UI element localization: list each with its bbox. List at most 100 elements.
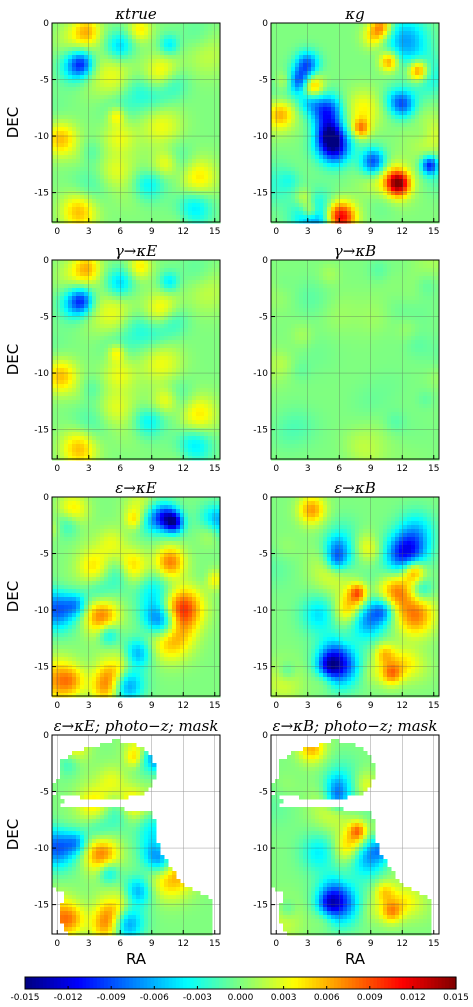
axes-frame (51, 22, 221, 223)
x-tick-label: 9 (149, 464, 155, 474)
x-tick-label: 12 (397, 464, 408, 474)
x-tick-label: 6 (117, 464, 123, 474)
y-tick-label: -10 (34, 606, 49, 616)
colorbar-tick-label: -0.012 (54, 993, 83, 1003)
x-tick-label: 3 (86, 227, 92, 237)
x-tick-label: 0 (273, 464, 279, 474)
y-tick-label: -5 (259, 550, 268, 560)
y-tick-label: -15 (253, 901, 268, 911)
colorbar: -0.015 -0.012 -0.009 -0.006 -0.003 0.000 0.003… (10, 976, 469, 1003)
colorbar-tick-label: -0.009 (97, 993, 126, 1003)
y-axis-label: DEC (4, 107, 22, 139)
x-tick-label: 15 (428, 701, 439, 711)
x-tick-label: 9 (149, 227, 155, 237)
colorbar-tick-label: 0.015 (443, 993, 469, 1003)
y-tick-label: -10 (34, 844, 49, 854)
y-tick-label: -5 (259, 76, 268, 86)
x-tick-label: 9 (368, 939, 374, 949)
axes-frame (270, 259, 440, 460)
x-axis-label: RA (345, 950, 366, 968)
panel-title: ε→κB (334, 479, 375, 497)
x-tick-label: 6 (336, 227, 342, 237)
x-tick-label: 15 (428, 227, 439, 237)
map-panel-1: 0 3 6 9 12 15 0 -5 -10 -15 κtrue DEC (4, 5, 221, 237)
grid-lines (52, 259, 220, 459)
y-axis-label: DEC (4, 581, 22, 613)
colorbar-tick-label: -0.006 (140, 993, 169, 1003)
y-tick-label: -10 (253, 132, 268, 142)
panel-title: κg (344, 5, 364, 23)
y-tick-label: 0 (43, 256, 49, 266)
x-tick-label: 0 (54, 939, 60, 949)
x-tick-label: 3 (86, 701, 92, 711)
x-tick-label: 12 (178, 939, 189, 949)
heatmap-cells (52, 260, 221, 461)
x-tick-label: 3 (86, 464, 92, 474)
y-tick-label: -15 (34, 663, 49, 673)
panel-title: γ→κE (115, 242, 157, 260)
panel-title: ε→κE (115, 479, 156, 497)
x-tick-label: 15 (209, 939, 220, 949)
y-tick-label: -15 (34, 901, 49, 911)
x-tick-label: 12 (397, 939, 408, 949)
map-panel-8: 0 3 6 9 12 15 0 -5 -10 -15 ε→κB; photo−z; mask RA (253, 717, 440, 968)
y-tick-label: -5 (40, 313, 49, 323)
y-axis-label: DEC (4, 344, 22, 376)
y-tick-label: -10 (253, 606, 268, 616)
x-tick-label: 3 (305, 464, 311, 474)
panel-title: κtrue (114, 5, 157, 23)
colorbar-tick-label: -0.015 (10, 993, 39, 1003)
y-tick-label: -10 (34, 132, 49, 142)
x-tick-label: 6 (117, 939, 123, 949)
axes-frame (270, 734, 440, 935)
colorbar-tick-label: 0.012 (400, 993, 426, 1003)
y-tick-label: -10 (34, 369, 49, 379)
y-tick-label: -10 (253, 844, 268, 854)
x-tick-label: 0 (273, 701, 279, 711)
y-axis-label: DEC (4, 819, 22, 851)
axes-frame (51, 496, 221, 697)
map-panel-3: 0 3 6 9 12 15 0 -5 -10 -15 γ→κE DEC (4, 242, 221, 474)
x-tick-label: 9 (149, 701, 155, 711)
grid-lines (52, 734, 220, 934)
colorbar-tick-label: 0.003 (271, 993, 297, 1003)
x-tick-label: 6 (117, 227, 123, 237)
x-tick-label: 9 (368, 227, 374, 237)
y-tick-label: 0 (262, 731, 268, 741)
y-tick-label: -5 (40, 76, 49, 86)
y-tick-label: -15 (34, 189, 49, 199)
x-tick-label: 15 (209, 464, 220, 474)
heatmap-cells (52, 497, 221, 698)
x-tick-label: 3 (305, 227, 311, 237)
x-tick-label: 6 (336, 464, 342, 474)
panel-title: ε→κE; photo−z; mask (54, 717, 219, 735)
y-tick-label: -15 (253, 189, 268, 199)
x-tick-label: 12 (397, 227, 408, 237)
x-axis-label: RA (126, 950, 147, 968)
heatmap-cells (271, 497, 440, 698)
x-tick-label: 12 (178, 464, 189, 474)
axes-frame (270, 22, 440, 223)
heatmap-cells (271, 260, 440, 461)
panel-title: ε→κB; photo−z; mask (273, 717, 438, 735)
y-tick-label: 0 (262, 493, 268, 503)
heatmap-cells (271, 23, 440, 224)
colorbar-tick-label: 0.006 (314, 993, 340, 1003)
x-tick-label: 6 (336, 939, 342, 949)
x-tick-label: 15 (209, 701, 220, 711)
y-tick-label: 0 (43, 731, 49, 741)
panel-title: γ→κB (334, 242, 376, 260)
x-tick-label: 15 (209, 227, 220, 237)
x-tick-label: 6 (117, 701, 123, 711)
y-tick-label: -15 (253, 663, 268, 673)
x-tick-label: 12 (178, 701, 189, 711)
x-tick-label: 9 (368, 701, 374, 711)
y-tick-label: 0 (43, 19, 49, 29)
axes-frame (51, 734, 221, 935)
y-tick-label: -15 (253, 426, 268, 436)
heatmap-cells (271, 739, 432, 936)
y-tick-label: 0 (262, 256, 268, 266)
heatmap-cells (52, 23, 221, 224)
map-panel-2: 0 3 6 9 12 15 0 -5 -10 -15 κg (253, 5, 440, 237)
